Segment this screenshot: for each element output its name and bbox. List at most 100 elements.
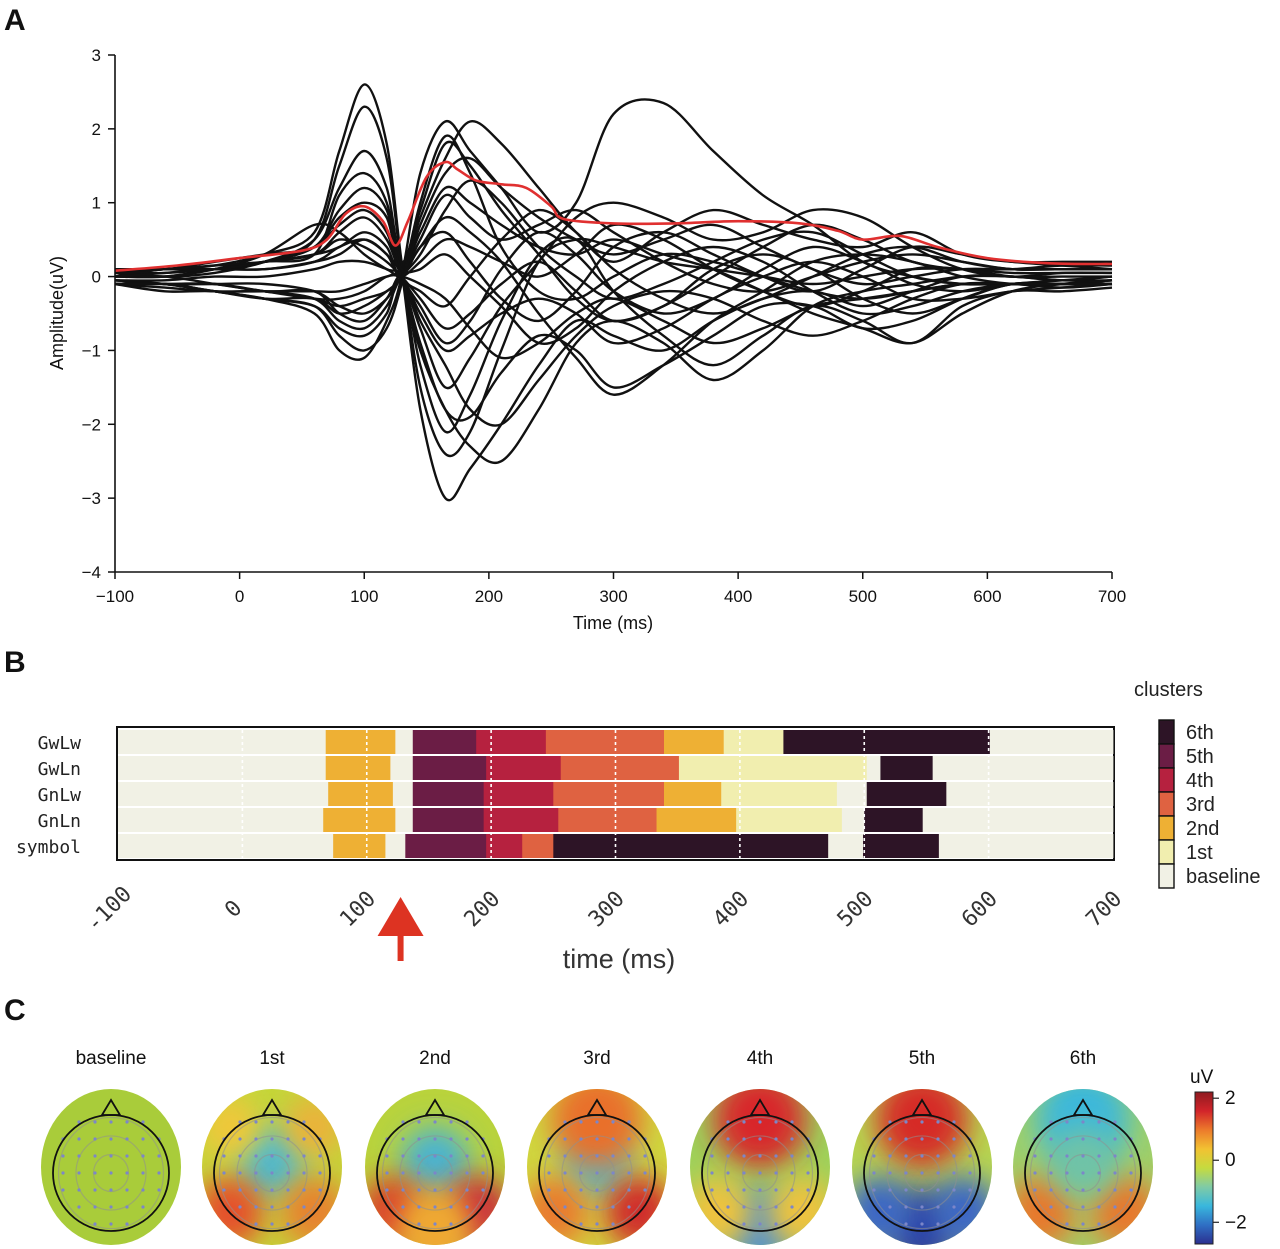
cluster-segment-2nd: [664, 782, 722, 806]
electrode-dot: [920, 1154, 924, 1158]
electrode-dot: [449, 1188, 453, 1192]
timeline-x-tick: 300: [584, 887, 630, 933]
channel-lines: [114, 83, 1113, 502]
electrode-dot: [774, 1154, 778, 1158]
legend-label: 2nd: [1186, 818, 1219, 840]
electrode-dot: [465, 1137, 469, 1141]
topo-contour: [1047, 1135, 1119, 1211]
timeline-x-tick: 700: [1082, 887, 1128, 933]
electrode-dot: [790, 1120, 794, 1124]
electrode-dot: [758, 1137, 762, 1141]
electrode-dot: [726, 1120, 730, 1124]
cluster-segment-1st: [736, 808, 843, 832]
electrode-dot: [1049, 1205, 1053, 1209]
electrode-dot: [302, 1137, 306, 1141]
y-tick-label: −2: [82, 415, 101, 434]
electrode-dot: [302, 1205, 306, 1209]
electrode-dot: [952, 1171, 956, 1175]
electrode-dot: [774, 1171, 778, 1175]
topo-contour: [236, 1135, 308, 1211]
electrode-dot: [433, 1171, 437, 1175]
electrode-dot: [1097, 1188, 1101, 1192]
electrode-dot: [595, 1120, 599, 1124]
x-tick-label: −100: [96, 587, 134, 606]
cluster-segment-baseline: [118, 808, 324, 832]
electrode-dot: [904, 1171, 908, 1175]
electrode-dot: [888, 1137, 892, 1141]
electrode-dot: [710, 1188, 714, 1192]
electrode-dot: [93, 1222, 97, 1226]
electrode-dot: [1049, 1171, 1053, 1175]
electrode-dot: [1097, 1205, 1101, 1209]
electrode-dot: [1065, 1171, 1069, 1175]
electrode-dot: [774, 1205, 778, 1209]
electrode-dot: [563, 1120, 567, 1124]
cluster-segment-baseline: [841, 808, 865, 832]
electrode-dot: [806, 1154, 810, 1158]
electrode-dot: [643, 1171, 647, 1175]
topo-title: baseline: [76, 1048, 147, 1069]
electrode-dot: [401, 1120, 405, 1124]
electrode-dot: [888, 1171, 892, 1175]
channel-line: [114, 105, 1113, 502]
electrode-dot: [968, 1188, 972, 1192]
electrode-dot: [302, 1120, 306, 1124]
electrode-dot: [238, 1188, 242, 1192]
topo-map-4th: 4th: [690, 1048, 830, 1245]
cluster-segment-baseline: [932, 756, 1114, 780]
electrode-dot: [286, 1188, 290, 1192]
electrode-dot: [77, 1154, 81, 1158]
electrode-dot: [1081, 1120, 1085, 1124]
electrode-dot: [920, 1171, 924, 1175]
electrode-dot: [726, 1188, 730, 1192]
timeline-x-ticks: -100 0 100 200 300 400 500 600 700: [82, 882, 1127, 937]
electrode-dot: [141, 1205, 145, 1209]
cluster-segment-2nd: [325, 756, 391, 780]
electrode-dot: [936, 1188, 940, 1192]
colorbar-ticks: 2 0 −2: [1213, 1088, 1247, 1233]
electrode-dot: [286, 1222, 290, 1226]
electrode-dot: [109, 1188, 113, 1192]
electrode-dot: [758, 1205, 762, 1209]
electrode-dot: [61, 1171, 65, 1175]
panel-label-a: A: [4, 4, 26, 37]
topo-contour: [1029, 1116, 1137, 1230]
electrode-dot: [611, 1205, 615, 1209]
electrode-dot: [742, 1120, 746, 1124]
electrode-dot: [1113, 1205, 1117, 1209]
timeline-x-label: time (ms): [563, 944, 675, 974]
electrode-dot: [1049, 1154, 1053, 1158]
electrode-dot: [141, 1188, 145, 1192]
cluster-segment-baseline: [395, 808, 414, 832]
channel-line: [114, 260, 1113, 353]
topo-maps: baseline 1st 2nd 3rd 4th 5th 6th: [41, 1048, 1153, 1245]
electrode-dot: [563, 1154, 567, 1158]
electrode-dot: [77, 1188, 81, 1192]
y-tick-label: 2: [92, 120, 101, 139]
electrode-dot: [238, 1154, 242, 1158]
legend-label: 1st: [1186, 842, 1213, 864]
row-label: GwLw: [38, 733, 82, 754]
electrode-dot: [1033, 1188, 1037, 1192]
electrode-dot: [563, 1137, 567, 1141]
x-tick-label: 100: [350, 587, 378, 606]
electrode-dot: [1033, 1154, 1037, 1158]
channel-line: [114, 223, 1112, 308]
electrode-dot: [125, 1154, 129, 1158]
electrode-dot: [952, 1205, 956, 1209]
electrode-dot: [888, 1188, 892, 1192]
topo-contour: [724, 1135, 796, 1211]
cluster-segment-4th: [486, 834, 523, 858]
electrode-dot: [417, 1137, 421, 1141]
electrode-dot: [77, 1205, 81, 1209]
electrode-dot: [1065, 1154, 1069, 1158]
electrode-dot: [547, 1154, 551, 1158]
electrode-dot: [1113, 1120, 1117, 1124]
electrode-dot: [481, 1188, 485, 1192]
electrode-dot: [449, 1120, 453, 1124]
electrode-dot: [758, 1171, 762, 1175]
topo-contour: [561, 1135, 633, 1211]
electrode-dot: [563, 1188, 567, 1192]
cluster-segment-6th: [863, 834, 940, 858]
